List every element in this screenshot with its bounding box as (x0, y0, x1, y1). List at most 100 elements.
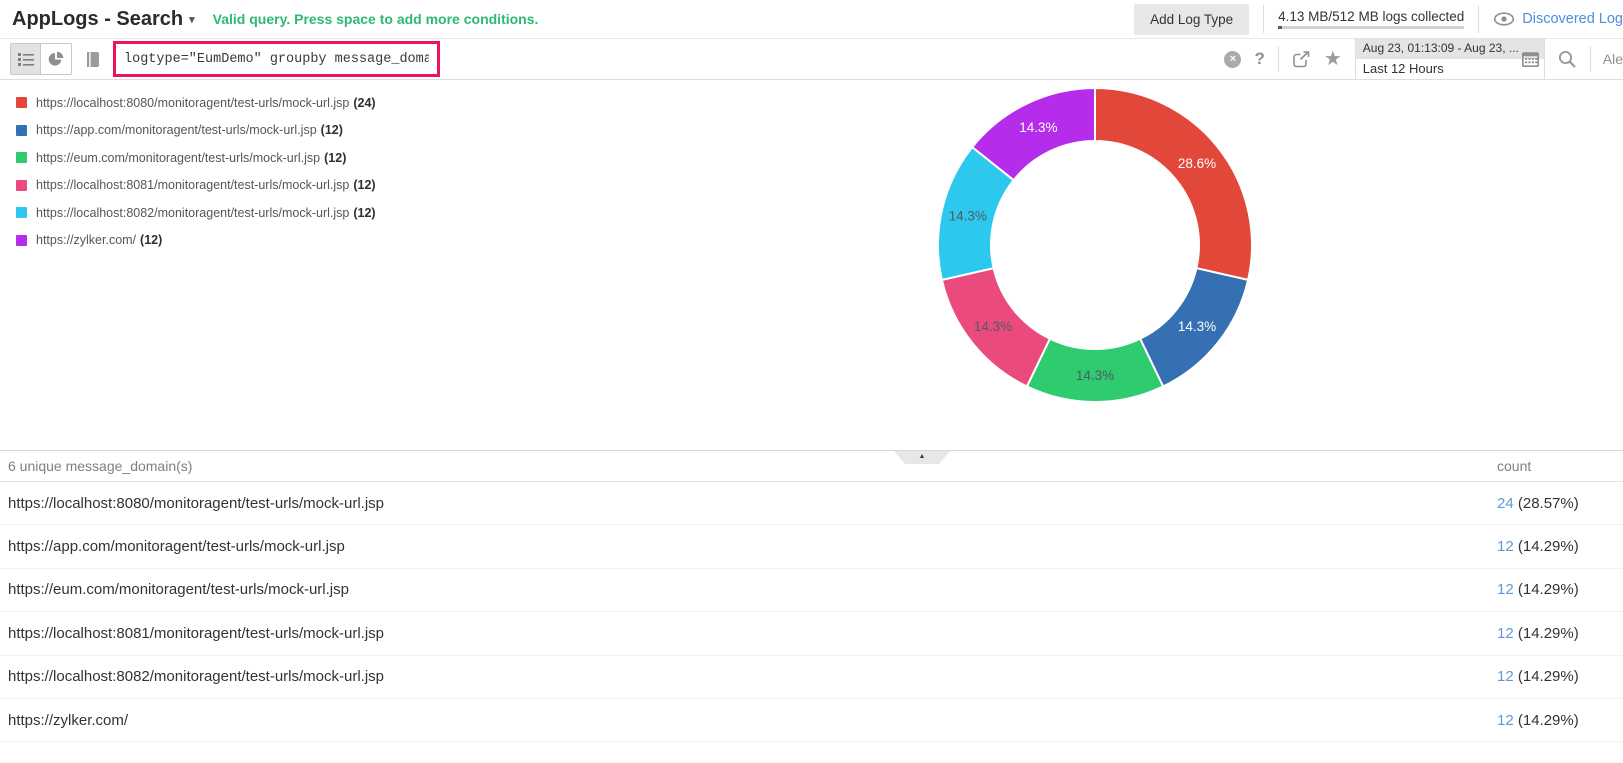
row-count-link[interactable]: 12 (1497, 624, 1514, 642)
row-count-link[interactable]: 12 (1497, 581, 1514, 599)
legend-item[interactable]: https://eum.com/monitoragent/test-urls/m… (16, 149, 376, 166)
favorite-star-icon[interactable]: ★ (1323, 48, 1342, 70)
legend-label: https://eum.com/monitoragent/test-urls/m… (36, 150, 321, 165)
list-view-button[interactable] (11, 44, 41, 74)
log-usage-progress-fill (1278, 26, 1282, 29)
alert-menu-item[interactable]: Ale (1602, 51, 1623, 67)
donut-slice-label: 14.3% (1076, 368, 1114, 383)
discovered-logs-label: Discovered Log (1522, 11, 1623, 27)
table-row[interactable]: https://localhost:8080/monitoragent/test… (0, 482, 1623, 526)
legend-swatch (16, 124, 27, 136)
app-header: AppLogs - Search ▾ Valid query. Press sp… (0, 0, 1623, 38)
notebook-icon (87, 51, 99, 68)
row-percent: (14.29%) (1513, 711, 1579, 729)
row-percent: (14.29%) (1513, 624, 1579, 642)
header-actions: Add Log Type 4.13 MB/512 MB logs collect… (1134, 0, 1623, 38)
search-toolbar: × ? ★ Aug 23, 01:13:09 - Aug 23, ... Las… (0, 38, 1623, 80)
row-url: https://localhost:8082/monitoragent/test… (8, 668, 385, 686)
log-usage-label: 4.13 MB/512 MB logs collected (1278, 9, 1465, 24)
table-row[interactable]: https://localhost:8081/monitoragent/test… (0, 612, 1623, 656)
pie-view-button[interactable] (41, 44, 71, 74)
row-count-link[interactable]: 12 (1497, 538, 1514, 556)
row-url: https://eum.com/monitoragent/test-urls/m… (8, 581, 349, 599)
donut-slice-label: 14.3% (1178, 319, 1216, 334)
divider (1589, 46, 1591, 72)
divider (1263, 5, 1265, 33)
row-url: https://app.com/monitoragent/test-urls/m… (8, 538, 345, 556)
donut-slice[interactable] (970, 86, 1096, 182)
chart-legend: https://localhost:8080/monitoragent/test… (16, 94, 376, 259)
help-icon[interactable]: ? (1254, 49, 1265, 68)
share-search-button[interactable] (1292, 50, 1311, 68)
donut-slice-label: 14.3% (974, 319, 1012, 334)
results-table: ▲ 6 unique message_domain(s) count https… (0, 450, 1623, 743)
legend-swatch (16, 97, 27, 108)
legend-count: (12) (320, 123, 343, 137)
row-url: https://localhost:8081/monitoragent/test… (8, 624, 385, 642)
legend-swatch (16, 234, 27, 246)
discovered-logs-link[interactable]: Discovered Log (1493, 11, 1623, 27)
count-column-header: count (1497, 458, 1532, 474)
page-title: AppLogs - Search (12, 7, 184, 30)
clear-query-icon[interactable]: × (1224, 50, 1242, 68)
table-row[interactable]: https://app.com/monitoragent/test-urls/m… (0, 525, 1623, 569)
legend-item[interactable]: https://app.com/monitoragent/test-urls/m… (16, 122, 376, 139)
toolbar-right-actions: × ? ★ Aug 23, 01:13:09 - Aug 23, ... Las… (1224, 38, 1623, 80)
legend-item[interactable]: https://localhost:8081/monitoragent/test… (16, 177, 376, 194)
eye-icon (1494, 12, 1515, 26)
share-icon (1293, 50, 1310, 67)
legend-label: https://app.com/monitoragent/test-urls/m… (36, 123, 317, 137)
legend-item[interactable]: https://zylker.com/ (12) (16, 232, 376, 249)
search-icon (1558, 50, 1576, 68)
time-range-preset: Last 12 Hours (1362, 61, 1444, 76)
group-summary-label: 6 unique message_domain(s) (8, 458, 193, 474)
table-row[interactable]: https://eum.com/monitoragent/test-urls/m… (0, 569, 1623, 613)
collapse-chart-tab[interactable]: ▲ (894, 451, 950, 464)
log-usage-progressbar (1278, 26, 1465, 29)
table-row[interactable]: https://zylker.com/ 12 (14.29%) (0, 699, 1623, 743)
search-query-input[interactable] (113, 41, 440, 77)
calendar-icon (1521, 51, 1539, 72)
row-percent: (28.57%) (1513, 494, 1579, 512)
divider (1277, 46, 1279, 72)
run-search-button[interactable] (1558, 50, 1577, 69)
copy-query-button[interactable] (84, 51, 101, 68)
legend-item[interactable]: https://localhost:8080/monitoragent/test… (16, 94, 376, 111)
table-row[interactable]: https://localhost:8082/monitoragent/test… (0, 656, 1623, 699)
donut-slice-label: 14.3% (949, 208, 987, 223)
chart-section: https://localhost:8080/monitoragent/test… (0, 80, 1623, 450)
legend-count: (12) (353, 205, 376, 220)
legend-label: https://localhost:8082/monitoragent/test… (36, 205, 350, 220)
row-count-link[interactable]: 12 (1497, 668, 1514, 686)
add-log-type-button[interactable]: Add Log Type (1134, 3, 1250, 35)
query-status-message: Valid query. Press space to add more con… (212, 11, 539, 27)
result-view-toggle (10, 43, 72, 75)
legend-count: (12) (324, 150, 347, 165)
row-count-link[interactable]: 24 (1497, 494, 1514, 512)
legend-count: (24) (353, 95, 376, 110)
table-header-row: 6 unique message_domain(s) count (0, 451, 1623, 482)
row-percent: (14.29%) (1513, 538, 1579, 556)
donut-slice-label: 14.3% (1019, 120, 1057, 135)
list-view-icon (17, 53, 34, 66)
time-range-picker[interactable]: Aug 23, 01:13:09 - Aug 23, ... Last 12 H… (1354, 38, 1545, 80)
row-url: https://localhost:8080/monitoragent/test… (8, 494, 385, 512)
legend-swatch (16, 179, 27, 191)
row-count-link[interactable]: 12 (1497, 711, 1514, 729)
legend-count: (12) (353, 178, 376, 192)
donut-chart-svg: 28.6% 14.3% 14.3% 14.3% 14.3% 14.3% (937, 86, 1253, 403)
pie-chart-icon (48, 51, 64, 66)
chevron-down-icon: ▾ (189, 13, 195, 26)
legend-label: https://localhost:8081/monitoragent/test… (36, 178, 350, 192)
donut-slice[interactable] (1094, 86, 1253, 282)
donut-slice-label: 28.6% (1178, 156, 1216, 171)
legend-swatch (16, 207, 27, 218)
log-usage-indicator: 4.13 MB/512 MB logs collected (1278, 9, 1465, 29)
donut-chart[interactable]: 28.6% 14.3% 14.3% 14.3% 14.3% 14.3% (925, 75, 1265, 415)
row-percent: (14.29%) (1513, 581, 1579, 599)
divider (1478, 5, 1480, 33)
legend-swatch (16, 152, 27, 163)
legend-item[interactable]: https://localhost:8082/monitoragent/test… (16, 204, 376, 221)
page-title-dropdown[interactable]: AppLogs - Search ▾ (12, 8, 195, 31)
legend-label: https://zylker.com/ (36, 233, 137, 247)
